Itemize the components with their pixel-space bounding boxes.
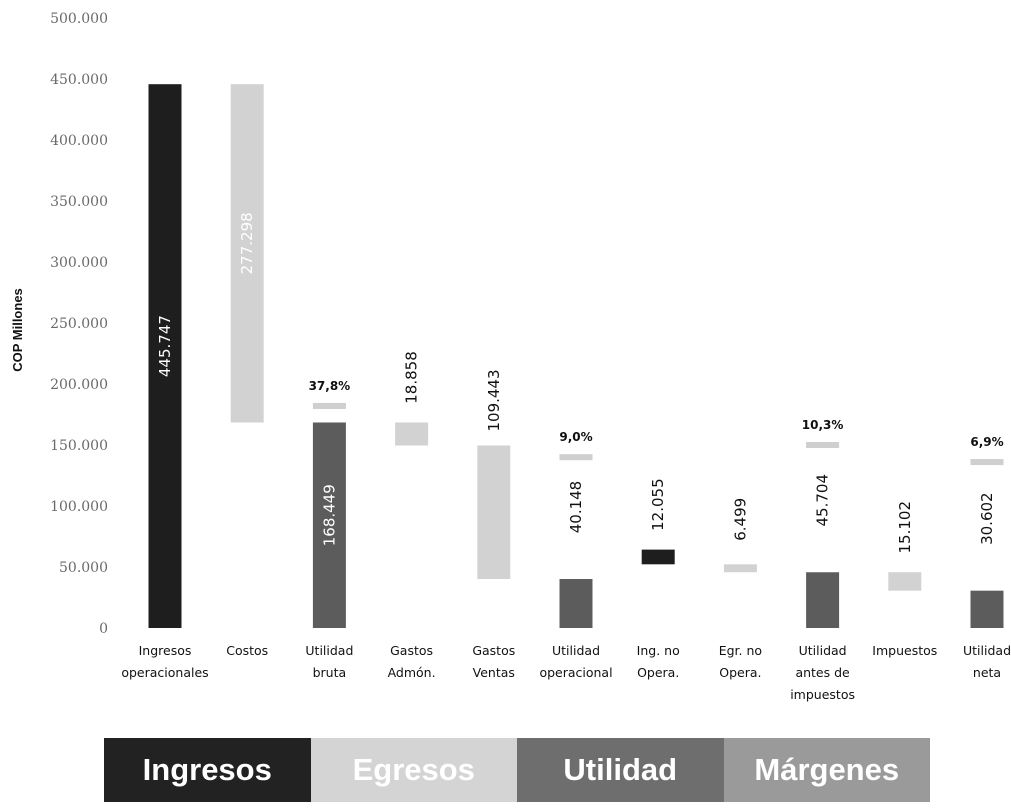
y-tick-label-10: 500.000 (50, 11, 108, 27)
category-label-2-1: bruta (313, 665, 347, 680)
category-label-5-0: Utilidad (552, 643, 600, 658)
y-tick-label-2: 100.000 (50, 499, 108, 515)
value-label-3: 18.858 (403, 351, 421, 404)
y-tick-label-5: 250.000 (50, 316, 108, 332)
margin-label-2: 10,3% (802, 418, 844, 432)
margin-label-1: 9,0% (559, 430, 592, 444)
margin-marker-1 (559, 454, 593, 461)
legend-item-ingresos: Ingresos (104, 738, 311, 802)
category-label-1-0: Costos (226, 643, 268, 658)
margin-marker-3 (970, 459, 1004, 466)
category-label-9-0: Impuestos (872, 643, 937, 658)
category-label-5-1: operacional (539, 665, 612, 680)
value-label-4: 109.443 (485, 369, 503, 431)
value-label-2: 168.449 (320, 484, 338, 546)
category-label-3-1: Admón. (388, 665, 436, 680)
bar-1 (230, 84, 264, 423)
value-label-8: 45.704 (814, 474, 832, 526)
y-axis: 0 50.000 100.000 150.000 200.000 250.000 300.0… (50, 11, 108, 637)
margin-marker-0 (312, 402, 346, 409)
bar-0 (148, 84, 182, 628)
category-label-8-2: impuestos (790, 687, 855, 702)
category-label-10-1: neta (973, 665, 1001, 680)
y-tick-label-8: 400.000 (50, 133, 108, 149)
bar-4 (477, 445, 511, 580)
margin-label-0: 37,8% (309, 379, 351, 393)
category-label-6-1: Opera. (637, 665, 679, 680)
category-label-4-1: Ventas (473, 665, 515, 680)
value-label-5: 40.148 (567, 481, 585, 533)
bar-6 (641, 549, 675, 565)
category-label-4-0: Gastos (472, 643, 515, 658)
value-label-7: 6.499 (731, 498, 749, 541)
margin-label-3: 6,9% (970, 435, 1003, 449)
category-labels: Ingresos operacionales Costos Utilidad bruta… (121, 643, 1011, 702)
bar-9 (888, 572, 922, 591)
y-tick-label-1: 50.000 (59, 560, 108, 576)
category-label-2-0: Utilidad (305, 643, 353, 658)
bar-3 (395, 422, 429, 446)
category-label-0-1: operacionales (121, 665, 208, 680)
legend-item-egresos: Egresos (310, 738, 517, 802)
bar-8 (806, 572, 840, 628)
value-label-1: 277.298 (238, 212, 256, 274)
value-label-0: 445.747 (156, 315, 174, 377)
y-tick-label-0: 0 (99, 621, 108, 637)
value-label-10: 30.602 (978, 492, 996, 545)
y-tick-label-6: 300.000 (50, 255, 108, 271)
margin-marker-2 (806, 442, 840, 448)
y-axis-label: COP Millones (10, 288, 25, 372)
category-label-7-0: Egr. no (719, 643, 762, 658)
y-tick-label-3: 150.000 (50, 438, 108, 454)
value-label-6: 12.055 (649, 478, 667, 530)
category-label-8-0: Utilidad (799, 643, 847, 658)
labels-group: 445.747 277.298 168.449 18.858 109.443 40.148… (156, 212, 1004, 553)
legend-item-mrgenes: Márgenes (723, 738, 930, 802)
legend-item-utilidad: Utilidad (517, 738, 724, 802)
bar-7 (723, 564, 757, 573)
waterfall-chart: 0 50.000 100.000 150.000 200.000 250.000 300.0… (10, 11, 1011, 702)
y-tick-label-7: 350.000 (50, 194, 108, 210)
category-label-10-0: Utilidad (963, 643, 1011, 658)
y-tick-label-9: 450.000 (50, 72, 108, 88)
value-label-9: 15.102 (896, 501, 914, 554)
category-label-3-0: Gastos (390, 643, 433, 658)
legend: Ingresos Egresos Utilidad Márgenes (104, 738, 930, 802)
bars-group (148, 84, 1004, 628)
bar-10 (970, 590, 1004, 628)
bar-2 (312, 422, 346, 628)
bar-5 (559, 579, 593, 628)
category-label-0-0: Ingresos (139, 643, 192, 658)
y-tick-label-4: 200.000 (50, 377, 108, 393)
category-label-8-1: antes de (795, 665, 850, 680)
category-label-6-0: Ing. no (637, 643, 680, 658)
category-label-7-1: Opera. (719, 665, 761, 680)
